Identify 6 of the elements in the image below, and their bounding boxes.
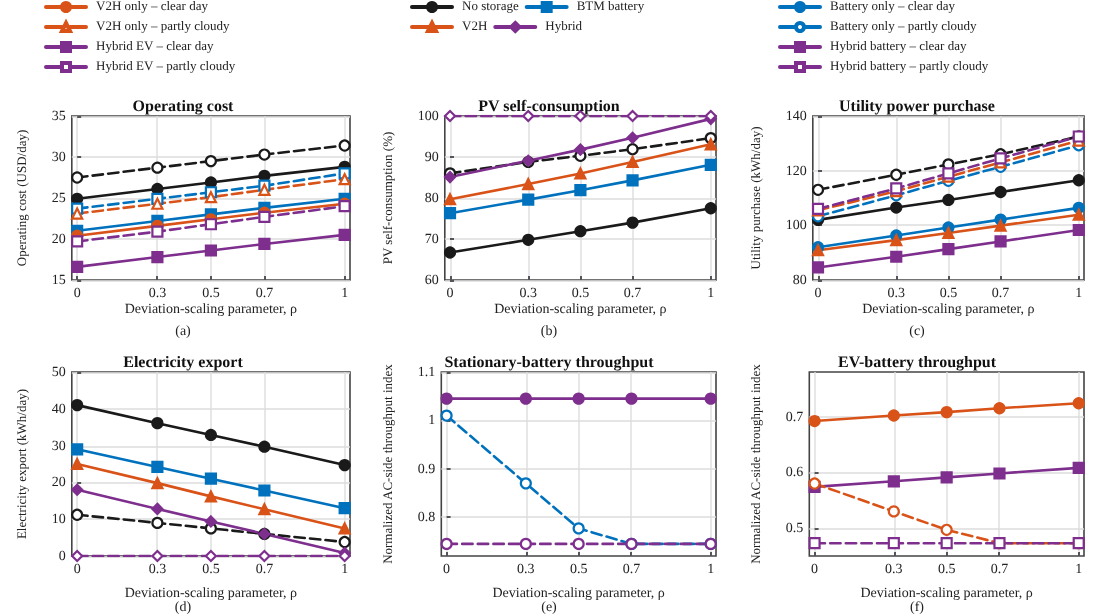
chart-title: Electricity export <box>123 353 244 371</box>
chart-title: EV-battery throughput <box>837 353 997 371</box>
chart-title: Operating cost <box>132 97 235 115</box>
chart-title: Stationary-battery throughput <box>445 353 655 371</box>
chart-title: PV self-consumption <box>478 97 622 115</box>
chart-title: Utility power purchase <box>838 97 996 115</box>
